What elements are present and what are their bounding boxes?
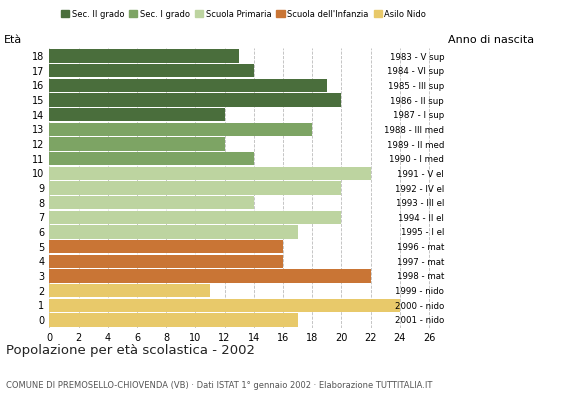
Bar — [49, 64, 254, 78]
Bar — [49, 166, 371, 180]
Text: Età: Età — [4, 35, 22, 45]
Bar — [49, 152, 254, 166]
Bar — [49, 225, 298, 239]
Bar — [49, 49, 239, 63]
Legend: Sec. II grado, Sec. I grado, Scuola Primaria, Scuola dell'Infanzia, Asilo Nido: Sec. II grado, Sec. I grado, Scuola Prim… — [57, 6, 430, 22]
Bar — [49, 123, 312, 136]
Bar — [49, 210, 342, 224]
Bar — [49, 108, 224, 122]
Text: Anno di nascita: Anno di nascita — [448, 35, 534, 45]
Bar — [49, 269, 371, 283]
Bar — [49, 93, 342, 107]
Bar — [49, 196, 254, 210]
Text: Popolazione per età scolastica - 2002: Popolazione per età scolastica - 2002 — [6, 344, 255, 357]
Bar — [49, 254, 283, 268]
Text: COMUNE DI PREMOSELLO-CHIOVENDA (VB) · Dati ISTAT 1° gennaio 2002 · Elaborazione : COMUNE DI PREMOSELLO-CHIOVENDA (VB) · Da… — [6, 381, 432, 390]
Bar — [49, 313, 298, 327]
Bar — [49, 298, 400, 312]
Bar — [49, 240, 283, 253]
Bar — [49, 181, 342, 195]
Bar — [49, 79, 327, 92]
Bar — [49, 137, 224, 151]
Bar — [49, 284, 210, 297]
